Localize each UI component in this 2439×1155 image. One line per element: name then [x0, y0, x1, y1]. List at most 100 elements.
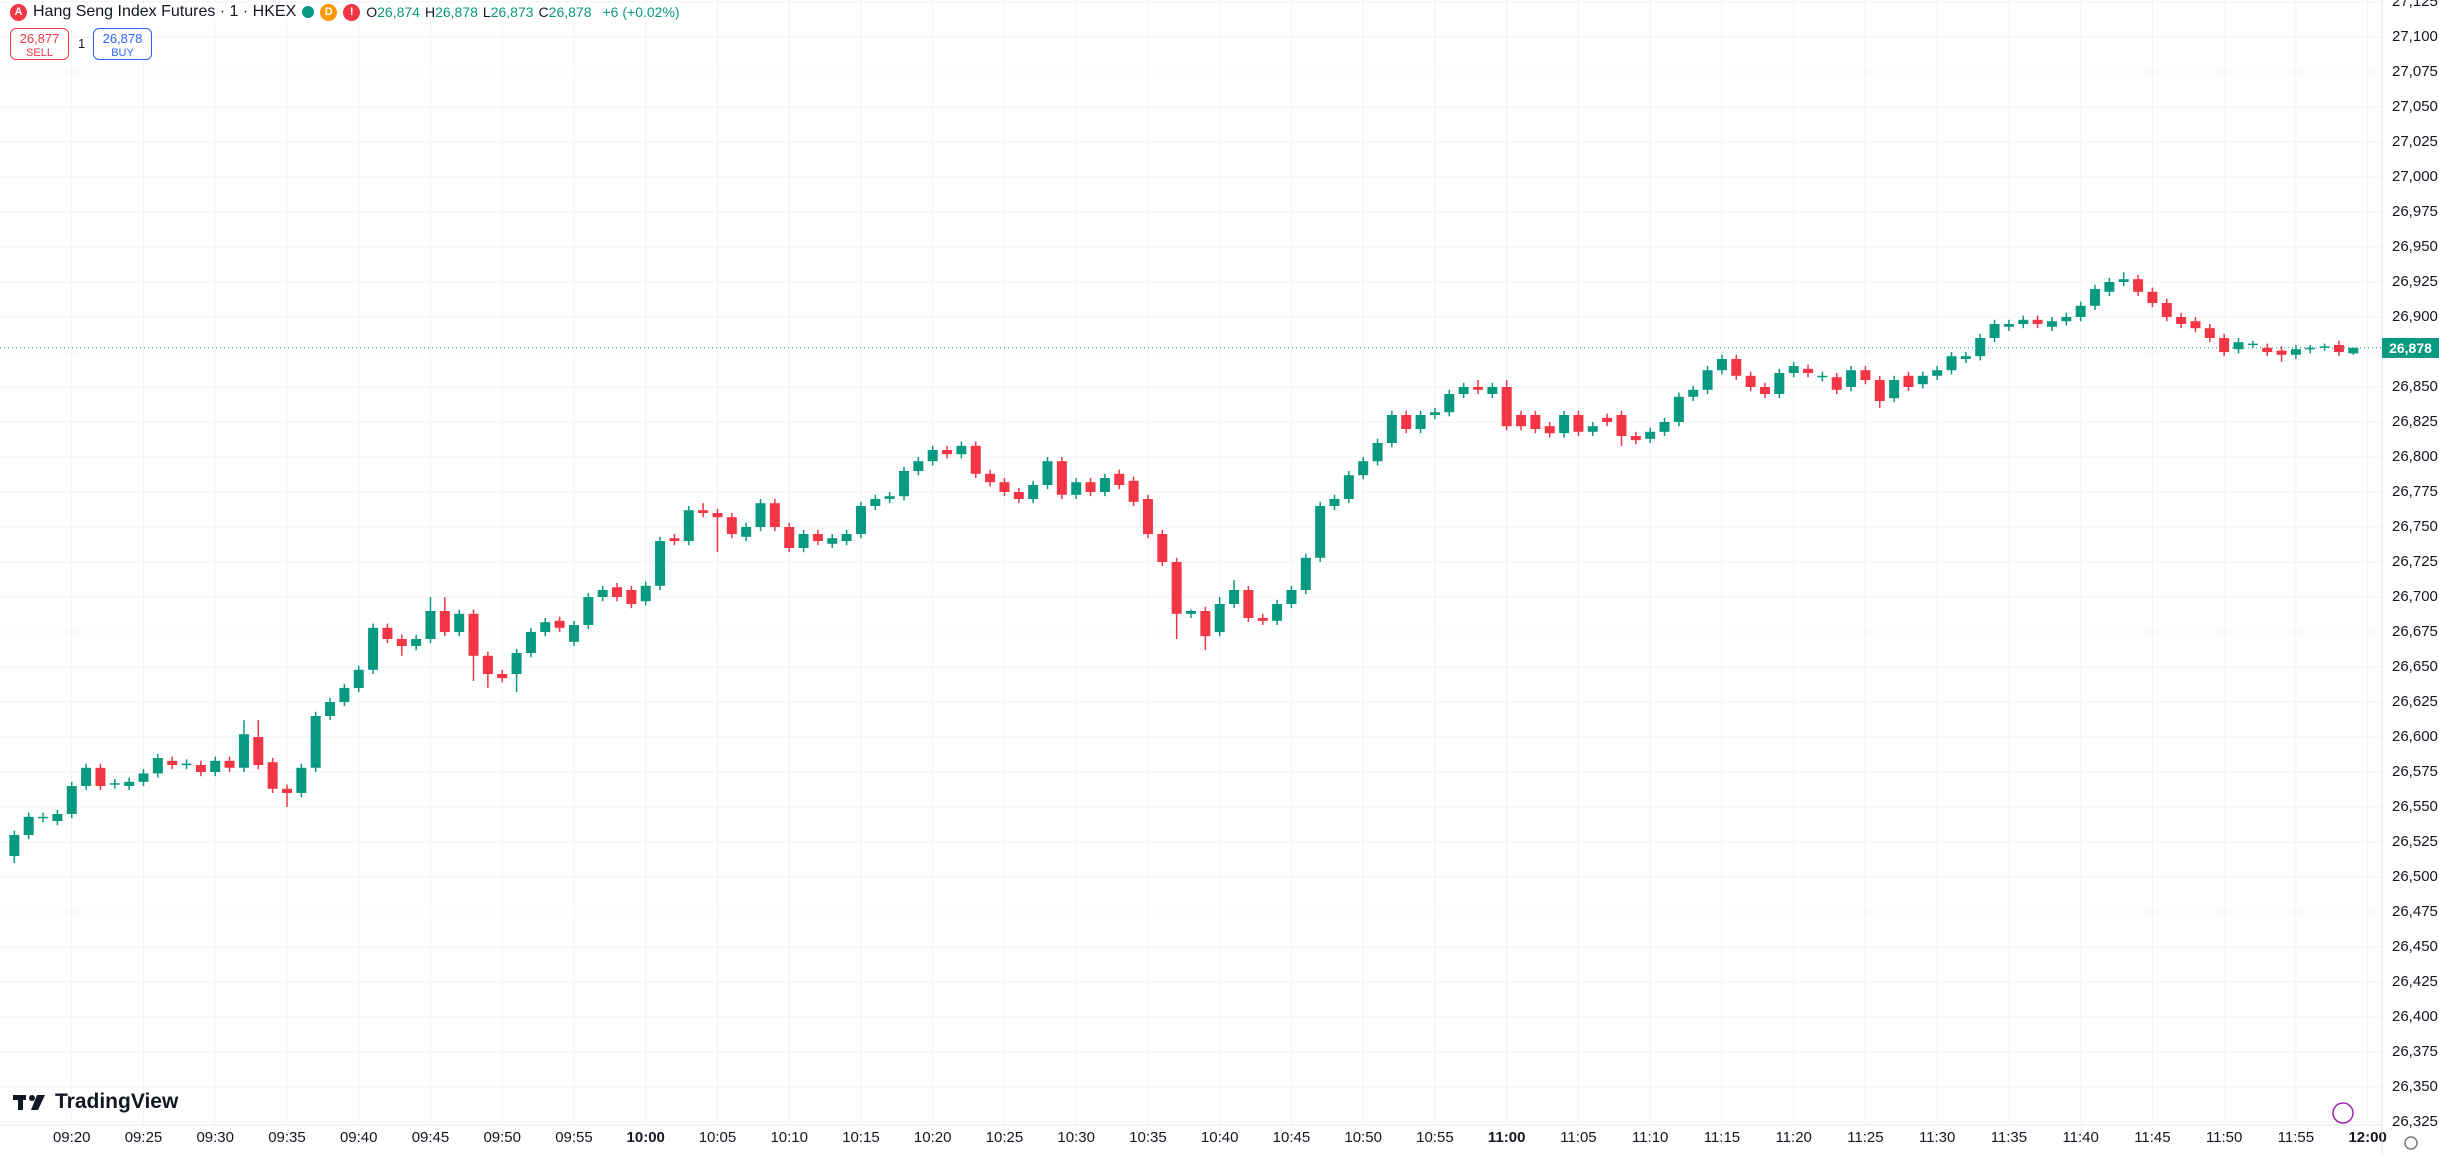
candle-body: [2133, 279, 2144, 292]
candle-body: [2319, 346, 2330, 348]
candle-body: [970, 445, 981, 474]
candle-body: [784, 527, 795, 548]
x-tick-label: 10:50: [1344, 1129, 1382, 1146]
candle-body: [1429, 412, 1440, 415]
candle-body: [1071, 482, 1082, 495]
candle-body: [1860, 370, 1871, 380]
ohlc-key: C: [538, 4, 549, 20]
candle-body: [1028, 485, 1039, 499]
candle-body: [583, 597, 594, 625]
candle-body: [1243, 590, 1254, 618]
y-tick-label: 26,425: [2392, 973, 2438, 990]
badge[interactable]: D: [320, 3, 338, 21]
y-tick-label: 26,625: [2392, 693, 2438, 710]
candle-body: [568, 625, 579, 642]
settings-icon[interactable]: [2404, 1136, 2418, 1150]
candle-body: [1774, 373, 1785, 394]
candle-body: [884, 496, 895, 499]
candle-body: [210, 760, 221, 772]
candle-body: [1013, 492, 1024, 499]
x-tick-label: 10:00: [627, 1129, 665, 1146]
candle-body: [956, 445, 967, 455]
candle-body: [195, 765, 206, 772]
x-tick-label: 09:20: [53, 1129, 91, 1146]
candle-body: [1257, 618, 1268, 621]
x-tick-label: 11:05: [1560, 1129, 1596, 1146]
y-tick-label: 26,775: [2392, 483, 2438, 500]
axes: 26,325 26,350 26,375 26,400 26,425 26,450 26,4…: [53, 0, 2438, 1146]
y-tick-label: 27,025: [2392, 133, 2438, 150]
candle-body: [1286, 590, 1297, 604]
x-tick-label: 11:40: [2062, 1129, 2098, 1146]
y-tick-label: 26,725: [2392, 553, 2438, 570]
candle-body: [1759, 387, 1770, 394]
symbol-name[interactable]: Hang Seng Index Futures · 1 · HKEX: [33, 3, 297, 20]
candle-body: [1673, 396, 1684, 422]
candle-body: [224, 760, 235, 768]
lightning-icon[interactable]: [2332, 1102, 2354, 1124]
candle-body: [1874, 380, 1885, 401]
candle-body: [1989, 324, 2000, 338]
candle-body: [2104, 282, 2115, 292]
candle-body: [1975, 338, 1986, 357]
x-tick-label: 11:55: [2278, 1129, 2314, 1146]
candle-body: [1501, 387, 1512, 427]
candle-body: [511, 653, 522, 674]
badge[interactable]: !: [343, 3, 361, 21]
candle-body: [81, 767, 92, 786]
candle-body: [540, 622, 551, 632]
candle-body: [1487, 387, 1498, 394]
candle-body: [425, 611, 436, 639]
candle-body: [9, 835, 20, 856]
x-tick-label: 11:15: [1704, 1129, 1740, 1146]
candle-body: [253, 737, 264, 765]
sell-button[interactable]: 26,877 SELL: [10, 28, 69, 60]
buy-price: 26,878: [102, 31, 143, 46]
candle-body: [152, 758, 163, 774]
candle-body: [497, 674, 508, 679]
candle-body: [1200, 611, 1211, 637]
branding-logo: [13, 1095, 45, 1110]
y-tick-label: 26,575: [2392, 763, 2438, 780]
candle-body: [52, 814, 63, 821]
x-tick-label: 09:50: [483, 1129, 521, 1146]
x-tick-label: 09:40: [340, 1129, 378, 1146]
candle-body: [1932, 370, 1943, 376]
buy-button[interactable]: 26,878 BUY: [93, 28, 152, 60]
branding[interactable]: TradingView: [13, 1090, 178, 1114]
x-tick-label: 11:00: [1488, 1129, 1526, 1146]
candle-body: [1186, 611, 1196, 614]
y-tick-label: 26,750: [2392, 518, 2438, 535]
last-price-label: 26,878: [2382, 337, 2439, 358]
candle-body: [2018, 319, 2029, 324]
ohlc-value: 26,878: [548, 4, 592, 20]
candle-body: [2061, 317, 2072, 322]
x-tick-label: 10:10: [770, 1129, 808, 1146]
candle-body: [1559, 415, 1570, 434]
candle-body: [1702, 370, 1713, 390]
candle-body: [1056, 461, 1067, 495]
candle-body: [353, 669, 364, 688]
candle-body: [2176, 317, 2187, 324]
quantity[interactable]: 1: [78, 36, 86, 51]
x-tick-label: 10:30: [1057, 1129, 1095, 1146]
y-tick-label: 26,675: [2392, 623, 2438, 640]
y-tick-label: 26,525: [2392, 833, 2438, 850]
candle-body: [769, 503, 780, 527]
candle-body: [267, 762, 278, 789]
x-tick-label: 10:20: [914, 1129, 952, 1146]
candle-body: [1889, 380, 1900, 399]
y-tick-label: 27,075: [2392, 63, 2438, 80]
candle-body: [1803, 368, 1814, 373]
ohlc-key: O: [366, 4, 378, 20]
candle-body: [554, 620, 565, 628]
ohlc-values: O26,874 H26,878 L26,873 C26,878: [366, 4, 596, 20]
candle-body: [927, 450, 938, 462]
x-tick-label: 10:40: [1201, 1129, 1239, 1146]
y-tick-label: 27,050: [2392, 98, 2438, 115]
x-tick-label: 09:25: [125, 1129, 163, 1146]
candle-body: [1157, 534, 1168, 562]
candle-body: [2219, 338, 2230, 352]
ohlc-value: 26,873: [490, 4, 534, 20]
candle-body: [167, 760, 178, 765]
